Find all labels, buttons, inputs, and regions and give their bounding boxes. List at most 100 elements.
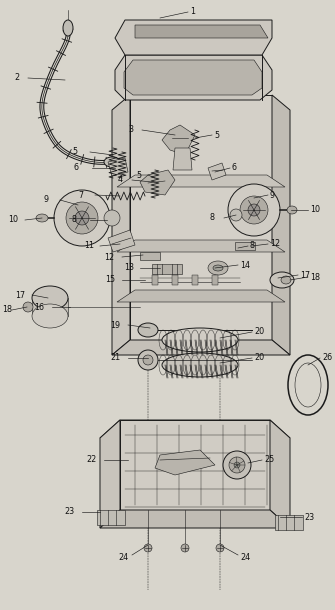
Text: 3: 3	[128, 126, 133, 134]
Polygon shape	[108, 230, 135, 252]
Ellipse shape	[234, 462, 240, 468]
Text: 8: 8	[250, 242, 255, 251]
Polygon shape	[32, 298, 68, 316]
Polygon shape	[117, 240, 285, 252]
Text: 10: 10	[310, 206, 320, 215]
Text: 16: 16	[34, 303, 44, 312]
Text: 18: 18	[2, 306, 12, 315]
Ellipse shape	[66, 202, 98, 234]
Polygon shape	[112, 340, 290, 355]
Polygon shape	[100, 420, 120, 528]
Text: 11: 11	[84, 242, 94, 251]
Ellipse shape	[63, 20, 73, 36]
Ellipse shape	[230, 209, 242, 221]
Ellipse shape	[248, 204, 260, 216]
Ellipse shape	[229, 457, 245, 473]
Polygon shape	[270, 420, 290, 528]
Text: 2: 2	[14, 73, 19, 82]
Text: 12: 12	[270, 240, 280, 248]
Bar	[192, 275, 198, 285]
Text: 23: 23	[64, 508, 74, 517]
Text: 5: 5	[214, 131, 219, 140]
Text: 8: 8	[210, 214, 215, 223]
Text: 15: 15	[105, 276, 115, 284]
Bar	[152, 264, 182, 274]
Polygon shape	[100, 420, 290, 438]
Ellipse shape	[162, 353, 238, 377]
Bar	[275, 515, 303, 530]
Bar	[172, 275, 178, 285]
Ellipse shape	[213, 265, 223, 271]
Text: 10: 10	[8, 215, 18, 224]
Text: 18: 18	[310, 273, 320, 281]
Polygon shape	[117, 175, 285, 187]
Ellipse shape	[143, 355, 153, 365]
Polygon shape	[117, 290, 285, 302]
Text: 20: 20	[254, 328, 264, 337]
Text: 17: 17	[300, 270, 310, 279]
Text: 12: 12	[104, 253, 114, 262]
Text: 6: 6	[74, 163, 79, 173]
Text: 25: 25	[264, 456, 274, 464]
Polygon shape	[124, 60, 262, 95]
Text: 21: 21	[110, 354, 120, 362]
Text: 5: 5	[72, 148, 77, 157]
Polygon shape	[208, 163, 226, 180]
Ellipse shape	[240, 196, 268, 224]
Text: 22: 22	[86, 456, 96, 464]
Text: 4: 4	[118, 176, 123, 184]
Bar	[235, 242, 255, 250]
Ellipse shape	[138, 350, 158, 370]
Polygon shape	[173, 148, 192, 170]
Ellipse shape	[104, 210, 120, 226]
Polygon shape	[100, 510, 290, 528]
Polygon shape	[115, 55, 272, 100]
Ellipse shape	[144, 544, 152, 552]
Text: 1: 1	[190, 7, 195, 16]
Ellipse shape	[32, 286, 68, 310]
Text: 23: 23	[304, 512, 314, 522]
Polygon shape	[155, 450, 215, 475]
Ellipse shape	[104, 157, 120, 167]
Ellipse shape	[223, 451, 251, 479]
Text: 26: 26	[322, 354, 332, 362]
Ellipse shape	[32, 304, 68, 328]
Ellipse shape	[281, 276, 291, 284]
Text: 24: 24	[240, 553, 250, 562]
Polygon shape	[130, 95, 272, 340]
Ellipse shape	[216, 544, 224, 552]
Polygon shape	[115, 20, 272, 55]
Polygon shape	[162, 125, 195, 155]
Bar	[97, 510, 125, 525]
Polygon shape	[108, 158, 128, 176]
Polygon shape	[272, 95, 290, 355]
Ellipse shape	[23, 302, 33, 312]
Ellipse shape	[138, 323, 158, 337]
Ellipse shape	[295, 363, 321, 407]
Bar	[140, 252, 160, 260]
Text: 13: 13	[124, 264, 134, 273]
Ellipse shape	[36, 214, 48, 222]
Polygon shape	[120, 420, 270, 510]
Text: 19: 19	[110, 320, 120, 329]
Text: 7: 7	[78, 190, 83, 199]
Bar	[212, 275, 218, 285]
Ellipse shape	[208, 261, 228, 275]
Polygon shape	[112, 95, 130, 355]
Ellipse shape	[228, 184, 280, 236]
Ellipse shape	[181, 544, 189, 552]
Ellipse shape	[162, 328, 238, 352]
Text: 9: 9	[270, 190, 275, 199]
Text: 17: 17	[15, 290, 25, 300]
Bar	[152, 275, 158, 285]
Text: 14: 14	[240, 260, 250, 270]
Polygon shape	[140, 170, 175, 195]
Ellipse shape	[54, 190, 110, 246]
Text: 9: 9	[44, 195, 49, 204]
Ellipse shape	[287, 206, 297, 214]
Text: 20: 20	[254, 354, 264, 362]
Text: 8: 8	[72, 215, 77, 224]
Ellipse shape	[270, 272, 294, 288]
Ellipse shape	[75, 211, 89, 225]
Text: 5: 5	[136, 171, 141, 179]
